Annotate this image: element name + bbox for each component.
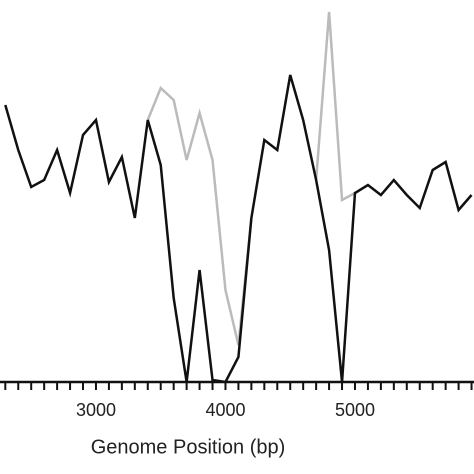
x-tick-label: 3000 xyxy=(76,400,116,420)
x-axis-label: Genome Position (bp) xyxy=(91,436,286,458)
x-tick-label: 5000 xyxy=(335,400,375,420)
series-line xyxy=(4,74,473,384)
series-line xyxy=(146,11,356,346)
x-tick-label: 4000 xyxy=(205,400,245,420)
